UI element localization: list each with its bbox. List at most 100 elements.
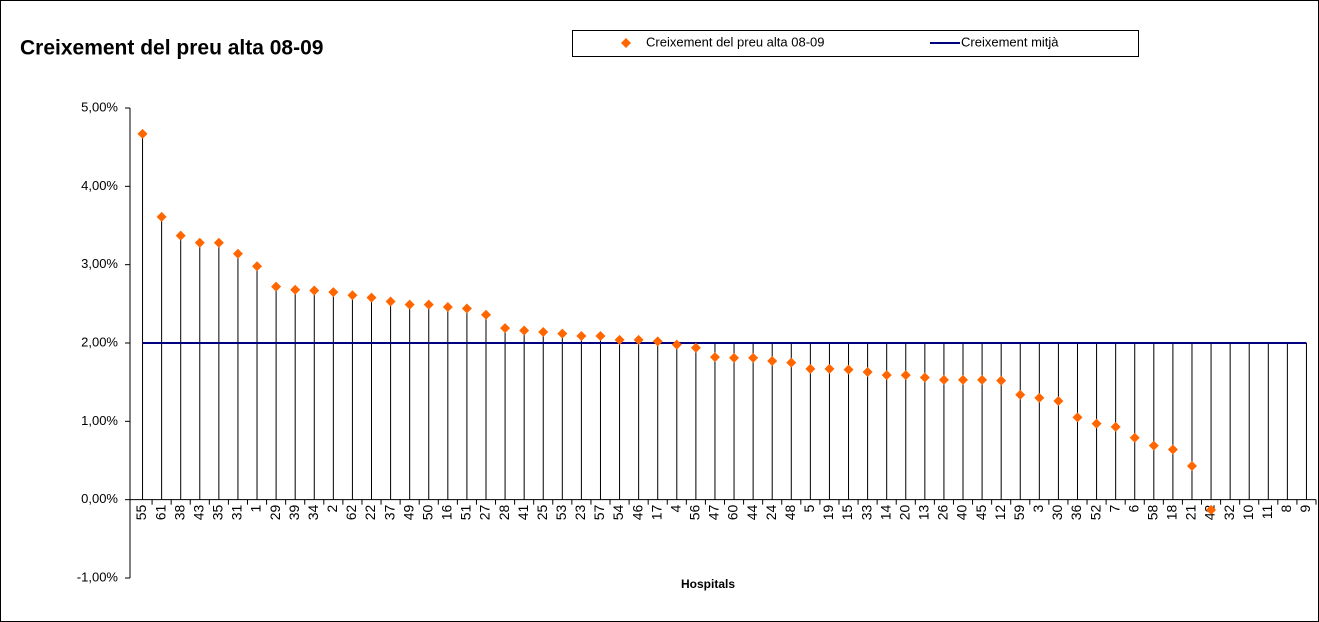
x-tick-label: 40 bbox=[954, 504, 970, 520]
data-point bbox=[709, 352, 720, 363]
data-point bbox=[1110, 421, 1121, 432]
data-point bbox=[252, 261, 263, 272]
legend-label: Creixement mitjà bbox=[961, 34, 1059, 49]
x-tick-label: 61 bbox=[152, 504, 168, 520]
x-tick-label: 43 bbox=[190, 504, 206, 520]
x-tick-label: 16 bbox=[439, 504, 455, 520]
x-tick-label: 4 bbox=[668, 504, 684, 512]
legend-marker bbox=[621, 38, 631, 48]
x-tick-label: 50 bbox=[419, 504, 435, 520]
legend-label: Creixement del preu alta 08-09 bbox=[646, 34, 825, 49]
x-tick-label: 12 bbox=[992, 504, 1008, 520]
x-tick-label: 56 bbox=[687, 504, 703, 520]
x-tick-label: 24 bbox=[763, 504, 779, 520]
x-tick-label: 27 bbox=[477, 504, 493, 520]
y-tick-label: 4,00% bbox=[81, 178, 118, 193]
chart-title: Creixement del preu alta 08-09 bbox=[20, 37, 323, 60]
x-tick-label: 33 bbox=[858, 504, 874, 520]
x-tick-label: 19 bbox=[820, 504, 836, 520]
x-tick-label: 1 bbox=[248, 504, 264, 512]
x-tick-label: 20 bbox=[896, 504, 912, 520]
legend-box bbox=[572, 30, 1139, 57]
x-tick-label: 49 bbox=[400, 504, 416, 520]
x-tick-label: 3 bbox=[1030, 504, 1046, 512]
x-tick-label: 9 bbox=[1297, 504, 1313, 512]
data-point bbox=[881, 370, 892, 381]
x-tick-label: 26 bbox=[935, 504, 951, 520]
y-tick-label: -1,00% bbox=[77, 569, 119, 584]
x-tick-label: 13 bbox=[916, 504, 932, 520]
data-point bbox=[614, 334, 625, 345]
data-point bbox=[442, 301, 453, 312]
x-tick-label: 45 bbox=[973, 504, 989, 520]
data-point bbox=[633, 334, 644, 345]
data-point bbox=[480, 309, 491, 320]
data-point bbox=[538, 327, 549, 338]
x-tick-label: 29 bbox=[267, 504, 283, 520]
y-tick-label: 0,00% bbox=[81, 491, 118, 506]
data-point bbox=[557, 328, 568, 339]
x-tick-label: 52 bbox=[1087, 504, 1103, 520]
data-point bbox=[958, 374, 969, 385]
x-tick-label: 58 bbox=[1145, 504, 1161, 520]
data-point bbox=[347, 290, 358, 301]
data-point bbox=[767, 356, 778, 367]
x-tick-label: 25 bbox=[534, 504, 550, 520]
data-point bbox=[175, 230, 186, 241]
data-point bbox=[671, 339, 682, 350]
x-tick-label: 41 bbox=[515, 504, 531, 520]
y-tick-label: 3,00% bbox=[81, 256, 118, 271]
x-tick-label: 54 bbox=[610, 504, 626, 520]
data-point bbox=[1053, 395, 1064, 406]
x-tick-label: 51 bbox=[458, 504, 474, 520]
data-point bbox=[232, 248, 243, 259]
x-tick-label: 59 bbox=[1011, 504, 1027, 520]
data-point bbox=[423, 299, 434, 310]
x-tick-label: 35 bbox=[210, 504, 226, 520]
data-point bbox=[690, 342, 701, 353]
data-point bbox=[290, 284, 301, 295]
x-tick-label: 46 bbox=[629, 504, 645, 520]
x-tick-label: 7 bbox=[1106, 504, 1122, 512]
data-point bbox=[1015, 389, 1026, 400]
x-tick-label: 37 bbox=[381, 504, 397, 520]
data-point bbox=[900, 370, 911, 381]
data-point bbox=[1072, 412, 1083, 423]
x-tick-label: 47 bbox=[706, 504, 722, 520]
y-tick-label: 1,00% bbox=[81, 413, 118, 428]
x-tick-label: 38 bbox=[171, 504, 187, 520]
x-tick-label: 14 bbox=[877, 504, 893, 520]
data-point bbox=[729, 352, 740, 363]
x-tick-label: 44 bbox=[744, 504, 760, 520]
x-tick-label: 15 bbox=[839, 504, 855, 520]
x-tick-label: 34 bbox=[305, 504, 321, 520]
x-tick-label: 18 bbox=[1164, 504, 1180, 520]
data-point bbox=[862, 366, 873, 377]
data-point bbox=[385, 296, 396, 307]
data-point bbox=[748, 352, 759, 363]
x-tick-label: 17 bbox=[648, 504, 664, 520]
x-tick-label: 55 bbox=[133, 504, 149, 520]
x-tick-label: 32 bbox=[1221, 504, 1237, 520]
data-point bbox=[652, 336, 663, 347]
data-point bbox=[500, 323, 511, 334]
x-tick-label: 36 bbox=[1068, 504, 1084, 520]
data-point bbox=[996, 375, 1007, 386]
data-point bbox=[938, 374, 949, 385]
data-point bbox=[461, 303, 472, 314]
data-point bbox=[977, 374, 988, 385]
data-point bbox=[576, 330, 587, 341]
data-point bbox=[309, 285, 320, 296]
x-tick-label: 23 bbox=[572, 504, 588, 520]
data-point bbox=[519, 325, 530, 336]
x-tick-label: 11 bbox=[1259, 504, 1275, 519]
data-point bbox=[843, 364, 854, 375]
data-point bbox=[786, 357, 797, 368]
data-point bbox=[824, 363, 835, 374]
data-point bbox=[137, 128, 148, 139]
data-point bbox=[404, 299, 415, 310]
data-point bbox=[366, 292, 377, 303]
x-tick-label: 2 bbox=[324, 504, 340, 512]
data-point bbox=[1129, 432, 1140, 443]
